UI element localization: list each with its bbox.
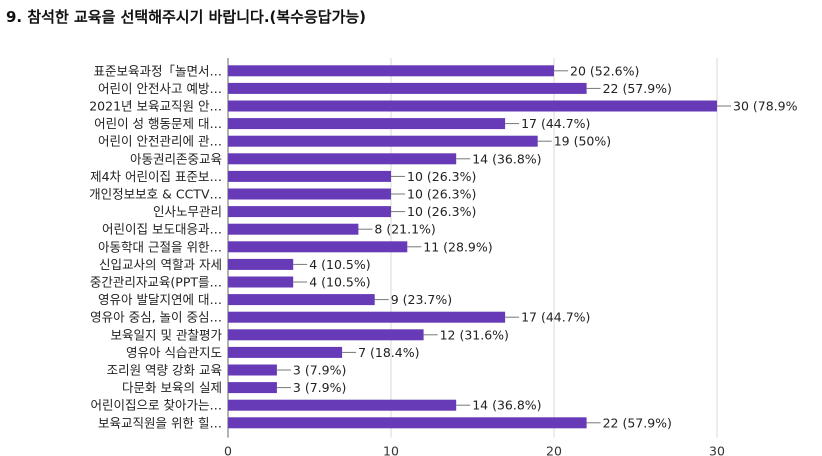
category-label: 신입교사의 역할과 자세	[99, 257, 222, 272]
bar	[228, 329, 424, 341]
data-label: 22 (57.9%)	[603, 415, 672, 430]
category-label: 제4차 어린이집 표준보…	[90, 169, 222, 184]
data-label: 30 (78.9%)	[733, 99, 802, 114]
bar	[228, 258, 294, 270]
data-label: 14 (36.8%)	[472, 151, 541, 166]
bar	[228, 382, 277, 394]
bar	[228, 65, 554, 77]
bar	[228, 188, 391, 200]
x-tick-label: 10	[383, 444, 399, 456]
data-label: 20 (52.6%)	[570, 63, 639, 78]
chart-title: 9. 참석한 교육을 선택해주시기 바랍니다.(복수응답가능)	[6, 8, 367, 26]
category-label: 아동학대 근절을 위한…	[98, 239, 222, 254]
data-label: 3 (7.9%)	[293, 380, 346, 395]
data-label: 4 (10.5%)	[309, 275, 370, 290]
bar	[228, 135, 538, 147]
category-label: 2021년 보육교직원 안…	[89, 99, 222, 114]
bar	[228, 206, 391, 218]
bar	[228, 276, 294, 288]
category-label: 어린이 안전사고 예방…	[98, 81, 222, 96]
bar	[228, 170, 391, 182]
bar	[228, 364, 277, 376]
category-label: 보육교직원을 위한 힐…	[98, 415, 222, 430]
category-label: 다문화 보육의 실제	[122, 380, 222, 395]
category-label: 영유아 발달지연에 대…	[98, 292, 222, 307]
bar	[228, 241, 408, 253]
data-label: 12 (31.6%)	[440, 327, 509, 342]
data-label: 10 (26.3%)	[407, 187, 476, 202]
category-label: 영유아 식습관지도	[126, 345, 222, 360]
data-label: 14 (36.8%)	[472, 398, 541, 413]
bar	[228, 294, 375, 306]
bar	[228, 153, 457, 165]
data-label: 10 (26.3%)	[407, 169, 476, 184]
data-label: 11 (28.9%)	[423, 239, 492, 254]
category-label: 개인정보보호 & CCTV…	[89, 187, 222, 202]
x-tick-label: 0	[224, 444, 232, 456]
bar	[228, 417, 587, 429]
data-label: 22 (57.9%)	[603, 81, 672, 96]
bar	[228, 399, 457, 411]
category-label: 인사노무관리	[153, 204, 222, 219]
x-tick-label: 30	[709, 444, 725, 456]
category-label: 어린이집 보도대응과…	[102, 222, 222, 237]
data-label: 17 (44.7%)	[521, 116, 590, 131]
category-label: 어린이 성 행동문제 대…	[94, 116, 222, 131]
bar	[228, 82, 587, 94]
category-label: 표준보육과정「놀면서…	[93, 63, 222, 78]
category-label: 영유아 중심, 놀이 중심…	[90, 310, 222, 325]
bar	[228, 311, 506, 323]
bar	[228, 223, 359, 235]
data-label: 10 (26.3%)	[407, 204, 476, 219]
data-label: 4 (10.5%)	[309, 257, 370, 272]
data-label: 19 (50%)	[554, 134, 611, 149]
bar	[228, 100, 717, 112]
category-label: 조리원 역량 강화 교육	[107, 363, 222, 378]
x-tick-label: 20	[546, 444, 562, 456]
data-label: 3 (7.9%)	[293, 363, 346, 378]
data-label: 7 (18.4%)	[358, 345, 419, 360]
category-label: 어린이집으로 찾아가는…	[91, 398, 222, 413]
category-label: 중간관리자교육(PPT를…	[90, 275, 222, 290]
data-label: 8 (21.1%)	[374, 222, 435, 237]
data-label: 9 (23.7%)	[391, 292, 452, 307]
category-label: 어린이 안전관리에 관…	[98, 134, 222, 149]
category-label: 아동권리존중교육	[130, 151, 222, 166]
data-label: 17 (44.7%)	[521, 310, 590, 325]
category-label: 보육일지 및 관찰평가	[111, 327, 223, 342]
bar	[228, 118, 506, 130]
bar	[228, 346, 343, 358]
